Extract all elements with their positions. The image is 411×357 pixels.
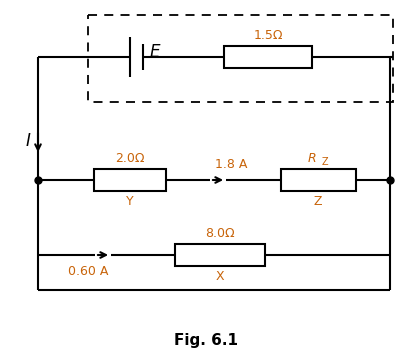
Text: I: I (25, 131, 30, 150)
Text: Y: Y (126, 195, 134, 208)
Text: Z: Z (314, 195, 322, 208)
Bar (224, 46, 312, 68)
Text: R: R (307, 152, 316, 165)
Text: 1.8 A: 1.8 A (215, 158, 247, 171)
Text: 8.0Ω: 8.0Ω (205, 227, 235, 240)
Text: E: E (149, 43, 160, 61)
Text: 0.60 A: 0.60 A (68, 265, 109, 278)
Text: 2.0Ω: 2.0Ω (115, 152, 145, 165)
Text: Z: Z (322, 157, 329, 167)
Text: X: X (216, 270, 224, 283)
Text: Fig. 6.1: Fig. 6.1 (173, 332, 238, 347)
Bar (94, 169, 166, 191)
Bar (175, 244, 265, 266)
Bar (88, 15, 393, 102)
Text: 1.5Ω: 1.5Ω (253, 29, 283, 42)
Bar (280, 169, 356, 191)
